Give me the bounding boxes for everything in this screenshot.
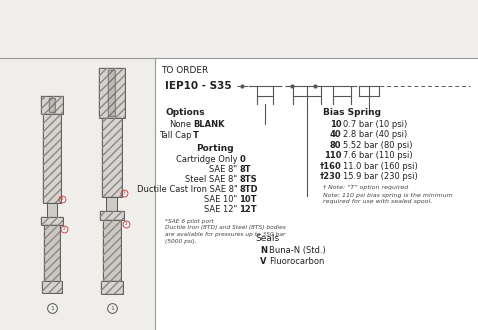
Text: †230: †230 [320, 172, 341, 181]
Text: 3: 3 [123, 191, 125, 195]
Text: Options: Options [165, 108, 205, 117]
Bar [49, 98, 55, 112]
Text: TO ORDER: TO ORDER [162, 66, 208, 75]
Text: 0.7 bar (10 psi): 0.7 bar (10 psi) [343, 120, 408, 129]
Bar [103, 220, 121, 281]
Text: 12T: 12T [239, 205, 257, 214]
Text: Ductile Cast Iron SAE 8": Ductile Cast Iron SAE 8" [137, 185, 238, 194]
Text: 7.6 bar (110 psi): 7.6 bar (110 psi) [343, 151, 413, 160]
Text: 11.0 bar (160 psi): 11.0 bar (160 psi) [343, 162, 418, 171]
Bar [41, 217, 63, 225]
Bar [100, 211, 124, 220]
Text: 5.52 bar (80 psi): 5.52 bar (80 psi) [343, 141, 413, 150]
Bar [41, 96, 63, 114]
Text: V: V [261, 257, 267, 266]
Text: 2: 2 [63, 227, 65, 231]
Bar [102, 118, 122, 197]
Text: 8TD: 8TD [239, 185, 258, 194]
Bar [43, 114, 61, 203]
Text: Seals: Seals [255, 234, 280, 243]
Text: None: None [169, 120, 191, 129]
Bar [99, 68, 125, 118]
Text: SAE 8": SAE 8" [209, 165, 238, 174]
Bar [103, 220, 121, 281]
Text: 8T: 8T [239, 165, 251, 174]
Bar [109, 70, 116, 116]
Text: Buna-N (Std.): Buna-N (Std.) [269, 246, 326, 255]
Bar [101, 281, 123, 294]
Bar [155, 58, 478, 330]
Bar [109, 70, 116, 116]
Text: 2: 2 [125, 222, 127, 226]
Text: 110: 110 [324, 151, 341, 160]
Text: †160: †160 [320, 162, 341, 171]
Text: N: N [261, 246, 267, 255]
Text: 40: 40 [330, 130, 341, 139]
Bar [0, 0, 478, 58]
Bar [101, 281, 123, 294]
Text: Porting: Porting [196, 144, 234, 153]
Bar [41, 96, 63, 114]
Text: Cartridge Only: Cartridge Only [176, 155, 238, 164]
Text: Steel SAE 8": Steel SAE 8" [185, 175, 238, 184]
Bar [0, 58, 155, 330]
Text: 1: 1 [110, 306, 114, 311]
Text: SAE 12": SAE 12" [204, 205, 238, 214]
Bar [43, 114, 61, 203]
Bar [99, 68, 125, 118]
Bar [47, 203, 57, 217]
Text: *SAE 6 pilot port
Ductile Iron (8TD) and Steel (8TS) bodies
are available for pr: *SAE 6 pilot port Ductile Iron (8TD) and… [165, 219, 286, 244]
Text: 2.8 bar (40 psi): 2.8 bar (40 psi) [343, 130, 408, 139]
Text: Note: 110 psi bias spring is the minimum
required for use with sealed spool.: Note: 110 psi bias spring is the minimum… [323, 193, 453, 204]
Text: Fluorocarbon: Fluorocarbon [269, 257, 325, 266]
Bar [44, 225, 60, 283]
Text: 10: 10 [330, 120, 341, 129]
Bar [42, 281, 62, 293]
Text: Bias Spring: Bias Spring [323, 108, 381, 117]
Bar [42, 281, 62, 293]
Bar [41, 217, 63, 225]
Bar [102, 118, 122, 197]
Bar [107, 197, 118, 211]
Text: 10T: 10T [239, 195, 257, 204]
Bar [44, 225, 60, 283]
Text: IEP10 - S35: IEP10 - S35 [165, 81, 232, 91]
Text: 80: 80 [330, 141, 341, 150]
Text: 1: 1 [50, 306, 54, 311]
Text: 8TS: 8TS [239, 175, 257, 184]
Text: Tall Cap: Tall Cap [159, 131, 191, 140]
Text: BLANK: BLANK [193, 120, 225, 129]
Text: 0: 0 [239, 155, 245, 164]
Text: SAE 10": SAE 10" [204, 195, 238, 204]
Text: T: T [193, 131, 199, 140]
Bar [49, 98, 55, 112]
Text: 3: 3 [61, 197, 63, 201]
Text: † Note: “T” option required: † Note: “T” option required [323, 185, 409, 190]
Bar [100, 211, 124, 220]
Text: 15.9 bar (230 psi): 15.9 bar (230 psi) [343, 172, 418, 181]
